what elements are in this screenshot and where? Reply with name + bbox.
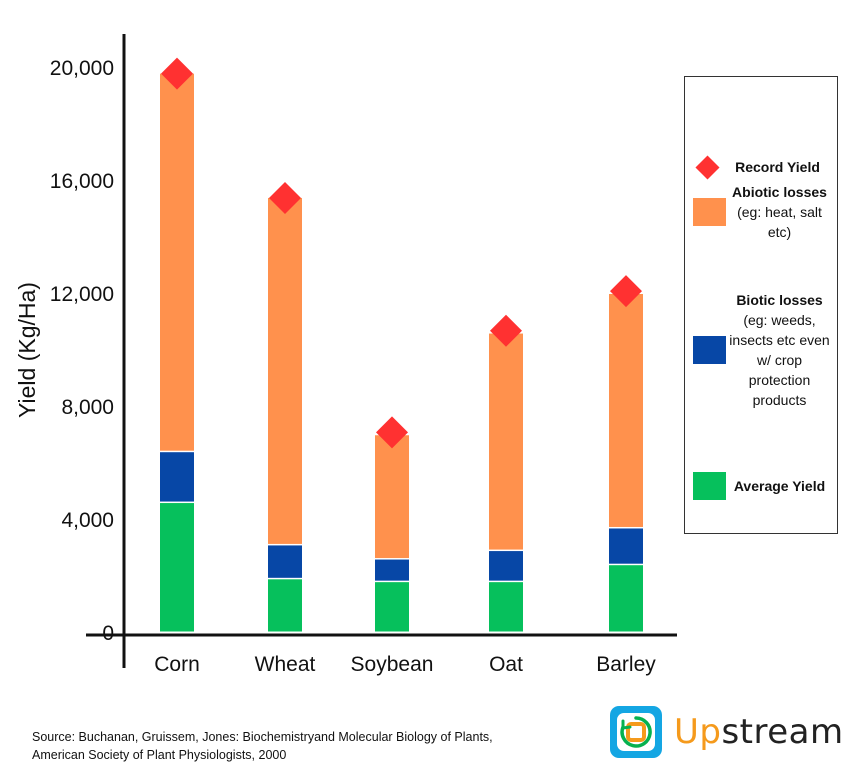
bar-segment [375,559,409,581]
legend-item-biotic: Biotic losses (eg: weeds, insects etc ev… [685,290,837,410]
legend-label-biotic: Biotic losses (eg: weeds, insects etc ev… [726,290,837,410]
brand-name-stream: stream [721,712,844,752]
legend-label-biotic-rest: (eg: weeds, insects etc even w/ crop pro… [729,312,830,408]
legend-item-abiotic: Abiotic losses (eg: heat, salt etc) [685,182,837,242]
bar-segment [609,294,643,527]
record-yield-marker [376,416,408,449]
legend-label-abiotic-rest: (eg: heat, salt etc) [737,204,822,240]
category-labels: Corn Wheat Soybean Oat Barley [154,653,656,676]
legend-label-biotic-bold: Biotic losses [736,292,823,308]
bar-segment [489,582,523,632]
bar-segment [609,528,643,564]
legend-label-average: Average Yield [726,476,837,496]
logo-symbol-icon [620,716,652,748]
y-tick-label: 20,000 [50,57,114,80]
average-swatch [693,472,726,500]
x-tick-label: Oat [489,653,523,676]
bar-segment [375,582,409,632]
record-yield-marker [161,57,193,90]
legend-item-average: Average Yield [685,472,837,500]
y-tick-label: 8,000 [61,396,114,419]
legend: Record Yield Abiotic losses (eg: heat, s… [684,76,838,534]
biotic-swatch [693,336,726,364]
x-tick-label: Corn [154,653,200,676]
bar-segment [609,565,643,632]
source-note: Source: Buchanan, Gruissem, Jones: Bioch… [32,730,493,762]
legend-label-abiotic: Abiotic losses (eg: heat, salt etc) [726,182,837,242]
legend-label-record-text: Record Yield [735,159,820,175]
record-yield-marker [490,314,522,347]
bar-segment [268,197,302,544]
record-yield-marker-icon [695,154,720,180]
bar-segment [268,579,302,632]
y-tick-label: 4,000 [61,509,114,532]
y-tick-label: 12,000 [50,283,114,306]
legend-label-average-bold: Average Yield [733,478,826,494]
bars [160,73,643,632]
x-tick-label: Barley [596,653,656,676]
bar-segment [160,503,194,632]
record-yield-marker [269,181,301,214]
bar-segment [160,73,194,451]
logo-inner [617,713,655,751]
yield-chart: Yield (Kg/Ha) 04,0008,00012,00016,00020,… [14,34,677,676]
legend-item-record-yield: Record Yield [685,154,837,180]
record-yield-marker [610,275,642,308]
bar-segment [268,545,302,578]
brand: Upstream [610,704,844,760]
brand-name-up: Up [674,712,722,752]
upstream-logo-icon [610,706,662,758]
bar-segment [160,452,194,502]
legend-label-abiotic-bold: Abiotic losses [732,184,827,200]
x-tick-label: Soybean [351,653,434,676]
brand-name: Upstream [674,712,844,752]
bar-segment [375,435,409,559]
bar-segment [489,551,523,581]
legend-label-record: Record Yield [722,157,837,177]
abiotic-swatch [693,198,726,226]
record-markers [161,57,642,449]
y-tick-label: 16,000 [50,170,114,193]
x-tick-label: Wheat [255,653,316,676]
y-axis-label: Yield (Kg/Ha) [14,282,40,418]
bar-segment [489,333,523,550]
